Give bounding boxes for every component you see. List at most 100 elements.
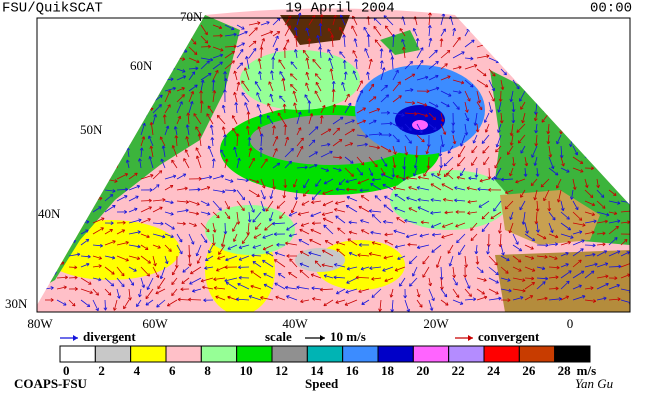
wind-arrow-head bbox=[123, 305, 127, 310]
wind-arrow bbox=[80, 263, 90, 268]
colorbar-tick-label: 6 bbox=[169, 363, 176, 378]
wind-arrow bbox=[104, 229, 113, 235]
wind-arrow bbox=[616, 79, 622, 91]
wind-arrow bbox=[171, 288, 178, 296]
wind-arrow bbox=[404, 145, 408, 156]
wind-arrow-head bbox=[66, 88, 70, 93]
wind-arrow-head bbox=[355, 275, 359, 280]
wind-arrow-head bbox=[256, 92, 260, 96]
wind-arrow-head bbox=[439, 38, 444, 42]
wind-arrow bbox=[310, 211, 322, 217]
wind-arrow-head bbox=[200, 79, 205, 83]
wind-arrow-head bbox=[289, 73, 294, 77]
wind-arrow-head bbox=[282, 46, 287, 50]
wind-arrow-head bbox=[146, 98, 150, 103]
wind-arrow bbox=[104, 138, 116, 147]
wind-arrow-head bbox=[310, 213, 314, 218]
wind-arrow bbox=[140, 206, 152, 213]
wind-arrow bbox=[394, 266, 406, 271]
wind-arrow bbox=[332, 127, 340, 136]
speed-zone bbox=[412, 120, 428, 130]
wind-arrow-head bbox=[516, 85, 520, 90]
wind-arrow-head bbox=[481, 291, 485, 295]
wind-arrow bbox=[296, 146, 304, 158]
wind-arrow-head bbox=[580, 248, 584, 252]
wind-arrow bbox=[320, 143, 331, 147]
wind-arrow-head bbox=[477, 99, 482, 104]
wind-arrow bbox=[152, 266, 159, 278]
wind-arrow-head bbox=[397, 256, 401, 261]
colorbar-tick-label: 12 bbox=[275, 363, 288, 378]
wind-arrow bbox=[217, 255, 226, 260]
wind-arrow bbox=[212, 54, 223, 59]
wind-arrow-head bbox=[195, 147, 199, 151]
wind-arrow-head bbox=[369, 172, 374, 177]
wind-arrow bbox=[534, 156, 538, 166]
wind-arrow-head bbox=[262, 246, 267, 251]
wind-arrow bbox=[171, 159, 178, 169]
wind-arrow bbox=[175, 135, 178, 147]
wind-arrow-head bbox=[136, 184, 141, 189]
wind-arrow bbox=[145, 288, 154, 299]
wind-arrow bbox=[128, 277, 134, 286]
wind-arrow-head bbox=[162, 234, 166, 239]
wind-arrow bbox=[186, 124, 190, 136]
wind-arrow-head bbox=[602, 96, 606, 101]
wind-arrow-head bbox=[86, 178, 90, 183]
wind-arrow-head bbox=[423, 173, 427, 177]
wind-arrow bbox=[172, 145, 178, 158]
wind-arrow bbox=[620, 299, 630, 304]
wind-arrow bbox=[536, 46, 545, 53]
wind-arrow-head bbox=[382, 268, 386, 272]
wind-arrow-head bbox=[216, 214, 220, 219]
wind-arrow-head bbox=[563, 41, 568, 46]
wind-arrow-head bbox=[270, 70, 274, 74]
wind-arrow-head bbox=[224, 158, 229, 162]
wind-arrow bbox=[477, 188, 490, 191]
wind-arrow bbox=[428, 112, 436, 121]
wind-arrow-head bbox=[624, 137, 629, 141]
wind-arrow-head bbox=[389, 294, 394, 298]
wind-arrow-head bbox=[478, 204, 483, 208]
wind-arrow bbox=[238, 255, 250, 261]
wind-arrow bbox=[212, 90, 216, 103]
wind-arrow bbox=[560, 295, 569, 301]
wind-arrow-head bbox=[197, 187, 201, 192]
wind-arrow-head bbox=[74, 287, 78, 291]
wind-arrow bbox=[92, 157, 96, 169]
wind-arrow-head bbox=[371, 177, 375, 182]
wind-arrow bbox=[212, 79, 214, 92]
wind-arrow bbox=[556, 68, 562, 77]
wind-arrow-head bbox=[111, 255, 116, 260]
wind-arrow-head bbox=[212, 229, 217, 233]
wind-arrow bbox=[88, 46, 94, 56]
wind-arrow-head bbox=[118, 127, 123, 132]
wind-arrow bbox=[596, 123, 603, 134]
wind-arrow-head bbox=[386, 110, 390, 115]
wind-arrow bbox=[171, 277, 178, 285]
wind-arrow bbox=[68, 299, 76, 307]
wind-arrow bbox=[430, 183, 442, 191]
wind-arrow bbox=[198, 133, 202, 147]
wind-arrow-head bbox=[499, 120, 504, 124]
wind-arrow bbox=[360, 266, 370, 270]
wind-arrow-head bbox=[207, 44, 211, 49]
wind-arrow bbox=[185, 149, 190, 158]
wind-arrow-head bbox=[536, 229, 540, 233]
wind-arrow bbox=[183, 158, 190, 169]
wind-arrow bbox=[512, 68, 520, 75]
wind-arrow-head bbox=[277, 273, 282, 277]
wind-arrow-head bbox=[368, 252, 373, 256]
wind-arrow-head bbox=[544, 77, 549, 81]
wind-arrow-head bbox=[601, 61, 606, 66]
wind-arrow bbox=[44, 253, 58, 257]
wind-arrow bbox=[484, 112, 490, 123]
wind-arrow bbox=[200, 24, 208, 35]
wind-arrow bbox=[476, 255, 479, 265]
wind-arrow-head bbox=[392, 164, 397, 169]
wind-arrow bbox=[493, 200, 502, 212]
wind-arrow bbox=[236, 211, 239, 225]
wind-arrow bbox=[452, 28, 456, 37]
wind-arrow bbox=[369, 210, 382, 213]
wind-arrow bbox=[543, 189, 550, 201]
